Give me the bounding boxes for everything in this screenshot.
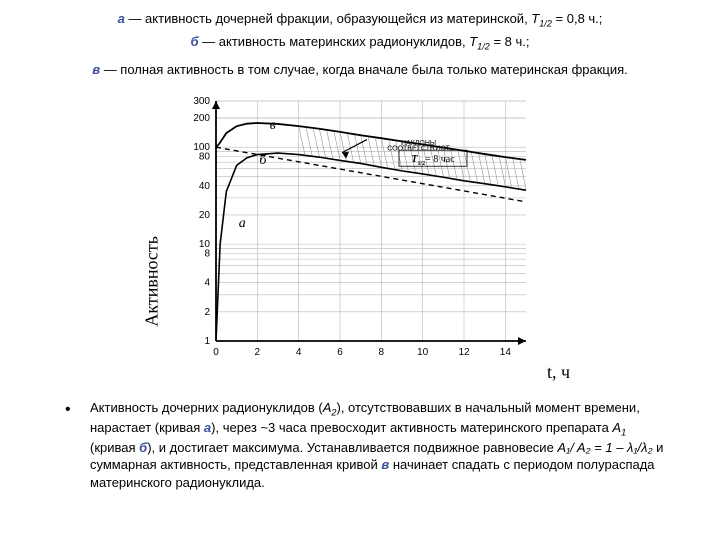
- svg-text:14: 14: [500, 347, 512, 358]
- cap-3: ), через ~3 часа превосходит активность …: [211, 420, 612, 435]
- legend-line-v: в — полная активность в том случае, когд…: [92, 60, 628, 80]
- A-sym: A: [612, 420, 621, 435]
- svg-text:4: 4: [204, 278, 210, 289]
- legend-v-letter: в: [92, 62, 100, 77]
- page-root: а — активность дочерней фракции, образую…: [0, 0, 720, 540]
- A-sub: 1: [621, 427, 626, 437]
- legend-a-val: = 0,8 ч.;: [552, 11, 603, 26]
- cap-eq: A₁/ A₂ = 1 – λ₁/λ₂: [557, 440, 652, 455]
- legend-b-text: — активность материнских радионуклидов,: [199, 34, 470, 49]
- svg-text:40: 40: [199, 181, 211, 192]
- cap-1: Активность дочерних радионуклидов (: [90, 400, 323, 415]
- t-sub: 1/2: [477, 42, 490, 52]
- t-sub: 1/2: [539, 19, 552, 29]
- caption-paragraph: Активность дочерних радионуклидов (A2 ), …: [20, 399, 700, 491]
- svg-text:200: 200: [193, 113, 210, 124]
- legend-b-t12: T1/2: [469, 34, 490, 49]
- svg-text:80: 80: [199, 152, 211, 163]
- cap-4: (кривая: [90, 440, 139, 455]
- svg-text:4: 4: [296, 347, 302, 358]
- svg-text:10: 10: [417, 347, 429, 358]
- svg-text:а: а: [239, 216, 246, 231]
- legend-line-b: б — активность материнских радионуклидов…: [92, 32, 628, 54]
- cap-A2: A2: [323, 400, 337, 415]
- legend-v-text: — полная активность в том случае, когда …: [100, 62, 628, 77]
- svg-text:300: 300: [193, 96, 210, 107]
- legend-b-letter: б: [191, 34, 199, 49]
- y-axis-label: Активность: [142, 236, 163, 327]
- cap-A1: A1: [612, 420, 626, 435]
- legend-a-text: — активность дочерней фракции, образующе…: [125, 11, 531, 26]
- svg-text:20: 20: [199, 210, 211, 221]
- legend-a-t12: T1/2: [531, 11, 552, 26]
- svg-text:2: 2: [255, 347, 261, 358]
- svg-text:6: 6: [337, 347, 343, 358]
- svg-text:12: 12: [458, 347, 470, 358]
- svg-text:8: 8: [204, 248, 210, 259]
- svg-text:0: 0: [213, 347, 219, 358]
- t-sym: T: [469, 34, 477, 49]
- svg-text:б: б: [259, 153, 267, 168]
- svg-text:100: 100: [193, 142, 210, 153]
- svg-text:2: 2: [204, 307, 210, 318]
- cap-letter-b: б: [139, 440, 147, 455]
- legend-a-letter: а: [118, 11, 125, 26]
- svg-text:1: 1: [204, 336, 210, 347]
- legend-block: а — активность дочерней фракции, образую…: [92, 8, 628, 81]
- chart-container: Активность бав02468101214124810204080100…: [160, 91, 560, 381]
- svg-text:в: в: [270, 118, 276, 133]
- x-axis-label: t, ч: [547, 362, 570, 383]
- legend-b-val: = 8 ч.;: [490, 34, 530, 49]
- activity-chart: бав02468101214124810204080100200300НАКЛО…: [160, 91, 560, 371]
- svg-text:10: 10: [199, 239, 211, 250]
- svg-text:8: 8: [379, 347, 385, 358]
- legend-line-a: а — активность дочерней фракции, образую…: [92, 9, 628, 31]
- svg-text:СООТВЕТСТВУЮТ: СООТВЕТСТВУЮТ: [387, 146, 450, 153]
- cap-5: ), и достигает максимума. Устанавливаетс…: [147, 440, 557, 455]
